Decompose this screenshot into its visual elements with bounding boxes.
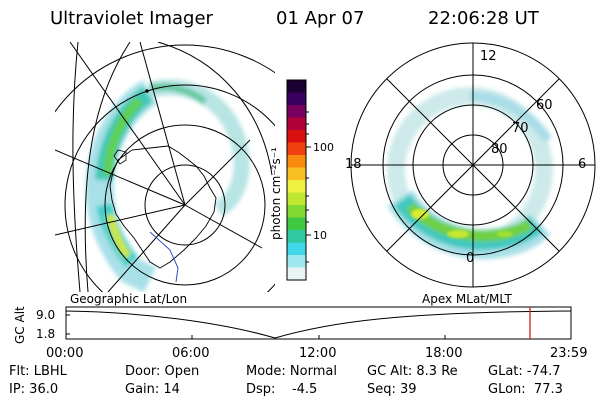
colorbar-segment	[287, 92, 306, 106]
colorbar-segment	[287, 167, 306, 181]
colorbar-segment	[287, 192, 306, 206]
colorbar-segment	[287, 105, 306, 119]
colorbar-segment	[287, 117, 306, 131]
colorbar-segment	[287, 155, 306, 169]
apex-map-label: Apex MLat/MLT	[422, 292, 512, 306]
colorbar-strip	[287, 80, 306, 281]
timeline-xtick: 06:00	[172, 346, 209, 361]
gain-status: Gain: 14	[125, 382, 180, 397]
colorbar-segment	[287, 267, 306, 281]
observation-date: 01 Apr 07	[276, 8, 365, 29]
observation-time: 22:06:28 UT	[428, 8, 539, 29]
mlt-label-12: 12	[480, 49, 497, 64]
dsp-status: Dsp: -4.5	[246, 382, 318, 397]
mlt-label-6: 6	[578, 157, 586, 172]
colorbar-segment	[287, 230, 306, 244]
geo-map-label: Geographic Lat/Lon	[70, 292, 187, 306]
colorbar-unit: photon cm⁻²s⁻¹	[269, 147, 283, 240]
aurora-apex	[387, 87, 553, 260]
timeline-ytick-max: 9.0	[36, 308, 55, 322]
mlt-label-18: 18	[345, 157, 362, 172]
filter-status: Flt: LBHL	[9, 364, 67, 379]
glat-status: GLat: -74.7	[488, 364, 561, 379]
colorbar-segment	[287, 142, 306, 156]
door-status: Door: Open	[125, 364, 200, 379]
mode-status: Mode: Normal	[246, 364, 337, 379]
apex-map: 12 18 6 0 60 70 80 Apex MLat/MLT	[345, 42, 596, 306]
glon-status: GLon: 77.3	[488, 382, 563, 397]
timeline-xtick: 00:00	[46, 346, 83, 361]
colorbar-segment	[287, 130, 306, 144]
timeline-ytick-min: 1.8	[36, 327, 55, 341]
colorbar-segment	[287, 217, 306, 231]
antarctica-coastline	[109, 145, 217, 269]
timeline-ylabel: GC Alt	[13, 306, 27, 344]
mlat-label-60: 60	[536, 98, 553, 113]
mlat-label-70: 70	[512, 121, 529, 136]
aurora-geo	[85, 79, 250, 292]
colorbar: 100 10 photon cm⁻²s⁻¹	[269, 79, 334, 281]
mlat-label-80: 80	[491, 142, 508, 157]
timeline-xtick: 12:00	[299, 346, 336, 361]
timeline-xtick: 18:00	[425, 346, 462, 361]
timeline-xtick: 23:59	[550, 346, 587, 361]
altitude-timeline: GC Alt 9.0 1.8 00:00 06:00 12:00 18:00 2…	[13, 306, 587, 361]
colorbar-tick-10: 10	[313, 229, 327, 242]
colorbar-tick-100: 100	[313, 141, 334, 154]
colorbar-segment	[287, 255, 306, 269]
seq-status: Seq: 39	[367, 382, 417, 397]
colorbar-segment	[287, 180, 306, 194]
gc-alt-status: GC Alt: 8.3 Re	[367, 364, 458, 379]
colorbar-segment	[287, 242, 306, 256]
ip-status: IP: 36.0	[9, 382, 59, 397]
colorbar-segment	[287, 80, 306, 94]
instrument-title: Ultraviolet Imager	[50, 8, 213, 29]
geographic-map: Geographic Lat/Lon	[55, 42, 275, 306]
mlt-label-0: 0	[466, 251, 474, 266]
colorbar-segment	[287, 205, 306, 219]
